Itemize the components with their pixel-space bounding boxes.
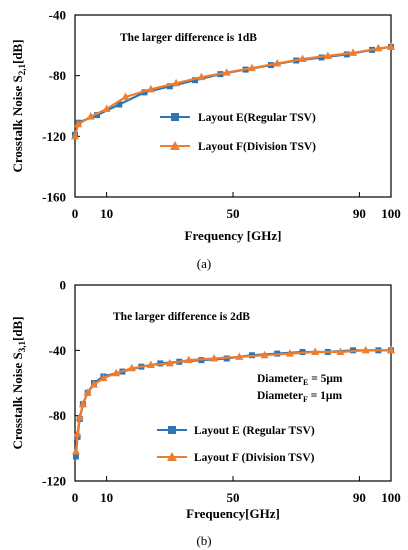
chart-b-xtick-label: 100 bbox=[381, 490, 401, 505]
chart-b-point-triangle bbox=[361, 345, 370, 354]
chart-a-point-square bbox=[192, 77, 199, 84]
chart-a-legend-item-e: Layout E(Regular TSV) bbox=[160, 112, 316, 124]
chart-b-point-square bbox=[72, 453, 79, 460]
chart-a-x-axis-label: Frequency [GHz] bbox=[185, 228, 282, 243]
chart-a-xtick-label: 100 bbox=[381, 206, 401, 221]
chart-b-point-triangle bbox=[83, 388, 92, 396]
chart-b-yticks: 0 -40 -80 -120 bbox=[42, 278, 80, 489]
chart-b-point-triangle bbox=[73, 429, 82, 437]
chart-b-point-triangle bbox=[146, 360, 155, 369]
legend-square-icon bbox=[171, 113, 179, 121]
chart-b-xtick-label: 10 bbox=[100, 490, 113, 505]
chart-a-annotation: The larger difference is 1dB bbox=[120, 32, 257, 44]
chart-a-xtick-label: 50 bbox=[227, 206, 240, 221]
chart-a-ytick-label: -40 bbox=[49, 8, 66, 23]
chart-a-point-triangle bbox=[121, 92, 130, 100]
chart-b: 0 -40 -80 -120 0 10 50 90 100 The larger differ… bbox=[10, 278, 401, 549]
chart-a-point-square bbox=[94, 112, 101, 119]
chart-b-series bbox=[71, 345, 395, 460]
chart-b-diameter-f: DiameterF = 1μm bbox=[257, 390, 342, 404]
chart-a-ytick-label: -80 bbox=[49, 68, 66, 83]
chart-b-ytick-label: -80 bbox=[49, 408, 66, 423]
chart-b-x-axis-label: Frequency[GHz] bbox=[186, 506, 280, 521]
chart-a-point-triangle bbox=[247, 63, 256, 72]
chart-b-point-triangle bbox=[184, 355, 193, 364]
chart-a-legend-label-f: Layout F(Division TSV) bbox=[198, 141, 316, 153]
chart-a: -40 -80 -120 -160 0 10 50 90 100 The larger dif… bbox=[10, 8, 401, 272]
chart-a-point-square bbox=[141, 89, 148, 96]
chart-a-legend-item-f: Layout F(Division TSV) bbox=[160, 141, 316, 153]
chart-b-point-triangle bbox=[165, 358, 174, 367]
chart-b-legend-item-f: Layout F (Division TSV) bbox=[157, 452, 315, 464]
chart-b-series-line bbox=[74, 349, 391, 457]
chart-b-xtick-label: 0 bbox=[72, 490, 79, 505]
chart-b-point-triangle bbox=[89, 380, 98, 388]
chart-b-ytick-label: -120 bbox=[42, 474, 66, 489]
chart-a-yticks: -40 -80 -120 -160 bbox=[42, 8, 80, 205]
chart-a-ytick-label: -120 bbox=[42, 129, 66, 144]
chart-a-series-line bbox=[73, 45, 392, 137]
chart-b-series-f bbox=[71, 345, 395, 455]
chart-a-xtick-label: 10 bbox=[100, 206, 113, 221]
chart-b-point-triangle bbox=[260, 350, 269, 359]
chart-a-point-triangle bbox=[102, 104, 111, 113]
chart-b-point-triangle bbox=[71, 447, 80, 455]
chart-a-point-triangle bbox=[273, 59, 282, 67]
chart-a-point-triangle bbox=[146, 84, 155, 93]
chart-a-point-triangle bbox=[387, 42, 395, 50]
chart-a-xticks: 0 10 50 90 100 bbox=[72, 192, 401, 221]
chart-a-point-triangle bbox=[323, 51, 332, 59]
chart-b-point-triangle bbox=[127, 363, 136, 372]
chart-b-diameter-e: DiameterE = 5μm bbox=[257, 373, 343, 387]
chart-a-point-triangle bbox=[172, 78, 181, 87]
chart-b-xtick-label: 50 bbox=[227, 490, 240, 505]
chart-a-point-triangle bbox=[298, 54, 307, 62]
chart-a-point-triangle bbox=[74, 119, 83, 128]
chart-b-series-e bbox=[72, 347, 394, 460]
chart-a-point-triangle bbox=[222, 68, 231, 76]
chart-b-point-triangle bbox=[210, 354, 219, 362]
chart-a-xtick-label: 90 bbox=[353, 206, 366, 221]
chart-a-point-triangle bbox=[197, 72, 206, 81]
chart-a-point-triangle bbox=[349, 48, 358, 56]
chart-a-legend: Layout E(Regular TSV) Layout F(Division … bbox=[160, 112, 316, 153]
chart-b-point-triangle bbox=[75, 412, 84, 421]
legend-square-icon bbox=[168, 426, 176, 434]
chart-b-xtick-label: 90 bbox=[353, 490, 366, 505]
chart-a-point-triangle bbox=[374, 43, 383, 52]
chart-a-panel-label: (a) bbox=[197, 256, 211, 271]
chart-a-series-f bbox=[71, 42, 395, 140]
chart-b-legend-item-e: Layout E (Regular TSV) bbox=[157, 425, 315, 437]
legend-triangle-icon bbox=[170, 141, 180, 150]
chart-b-point-triangle bbox=[285, 349, 294, 357]
chart-a-point-square bbox=[166, 83, 173, 90]
chart-a-point-triangle bbox=[86, 112, 95, 120]
chart-b-legend-label-e: Layout E (Regular TSV) bbox=[194, 425, 315, 437]
chart-b-y-axis-label: Crosstalk Noise S3,1[dB] bbox=[10, 316, 27, 449]
chart-b-legend: Layout E (Regular TSV) Layout F (Divisio… bbox=[157, 425, 315, 464]
chart-a-legend-label-e: Layout E(Regular TSV) bbox=[198, 112, 316, 124]
chart-b-point-triangle bbox=[387, 345, 395, 354]
chart-b-ytick-label: 0 bbox=[60, 278, 67, 293]
chart-a-ytick-label: -160 bbox=[42, 190, 66, 205]
chart-a-point-square bbox=[116, 101, 123, 108]
chart-b-annotation: The larger difference is 2dB bbox=[113, 311, 250, 323]
chart-b-point-triangle bbox=[235, 352, 244, 360]
chart-a-point-triangle bbox=[71, 131, 79, 140]
chart-a-xtick-label: 0 bbox=[72, 206, 79, 221]
chart-b-point-triangle bbox=[336, 347, 345, 355]
chart-b-panel-label: (b) bbox=[196, 533, 211, 548]
chart-b-xticks: 0 10 50 90 100 bbox=[72, 476, 401, 505]
chart-b-point-triangle bbox=[99, 373, 108, 382]
chart-a-series bbox=[71, 42, 395, 140]
chart-b-point-triangle bbox=[78, 399, 87, 408]
chart-a-y-axis-label: Crosstalk Noise S2,1[dB] bbox=[10, 39, 27, 172]
chart-b-point-triangle bbox=[112, 368, 121, 377]
chart-b-legend-label-f: Layout F (Division TSV) bbox=[194, 452, 315, 464]
legend-triangle-icon bbox=[167, 452, 177, 461]
chart-b-ytick-label: -40 bbox=[49, 343, 66, 358]
chart-b-point-triangle bbox=[311, 347, 320, 355]
